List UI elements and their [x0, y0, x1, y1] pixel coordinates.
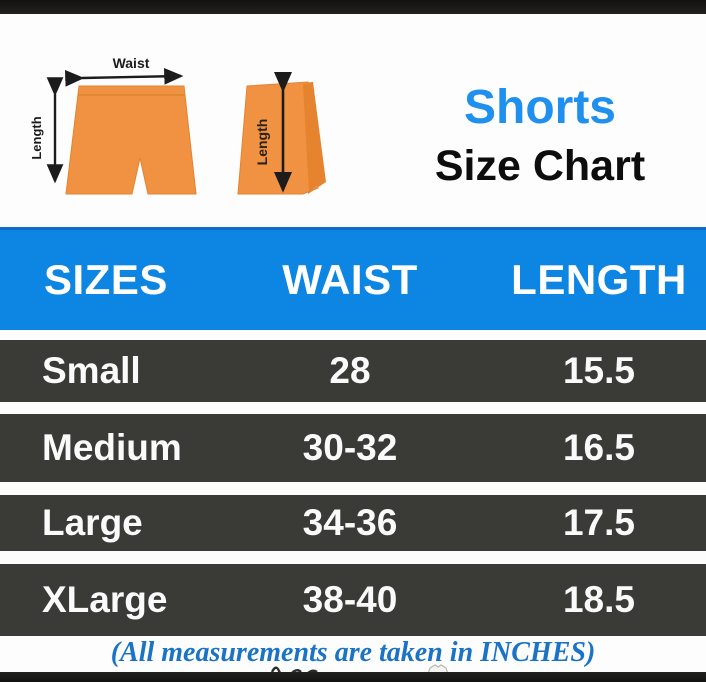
waist-cell: 28 — [329, 350, 371, 391]
hero-section: Waist Length Length Shorts Size Chart — [0, 14, 706, 227]
size-cell: Small — [42, 350, 141, 391]
header-sizes: SIZES — [44, 256, 168, 303]
table-row: Large 34-36 17.5 — [0, 495, 706, 551]
length-label-front: Length — [29, 116, 44, 159]
length-label-side: Length — [254, 119, 270, 166]
waist-cell: 34-36 — [302, 502, 398, 543]
title-product: Shorts — [463, 81, 616, 134]
top-black-bar — [0, 0, 706, 14]
length-cell: 18.5 — [562, 579, 635, 620]
size-cell: Medium — [42, 427, 182, 468]
size-cell: Large — [42, 502, 143, 543]
waist-arrow — [65, 67, 184, 87]
size-cell: XLarge — [42, 579, 168, 620]
waist-label: Waist — [113, 55, 150, 71]
header-waist: WAIST — [282, 256, 418, 303]
table-row: Medium 30-32 16.5 — [0, 414, 706, 482]
shorts-measurement-diagram: Waist Length Length — [29, 55, 326, 195]
shorts-front-view — [65, 85, 197, 195]
length-cell: 17.5 — [562, 502, 635, 543]
title-size-chart: Size Chart — [434, 141, 646, 190]
header-length: LENGTH — [511, 256, 687, 303]
length-cell: 15.5 — [562, 350, 635, 391]
length-cell: 16.5 — [562, 427, 635, 468]
page-title: Shorts Size Chart — [390, 81, 690, 190]
bottom-black-bar — [0, 672, 706, 682]
table-row: Small 28 15.5 — [0, 340, 706, 402]
table-row: XLarge 38-40 18.5 — [0, 564, 706, 636]
table-header-row: SIZES WAIST LENGTH — [0, 227, 706, 330]
waist-cell: 30-32 — [302, 427, 398, 468]
measurement-note: (All measurements are taken in INCHES) — [110, 637, 596, 668]
waist-cell: 38-40 — [302, 579, 398, 620]
